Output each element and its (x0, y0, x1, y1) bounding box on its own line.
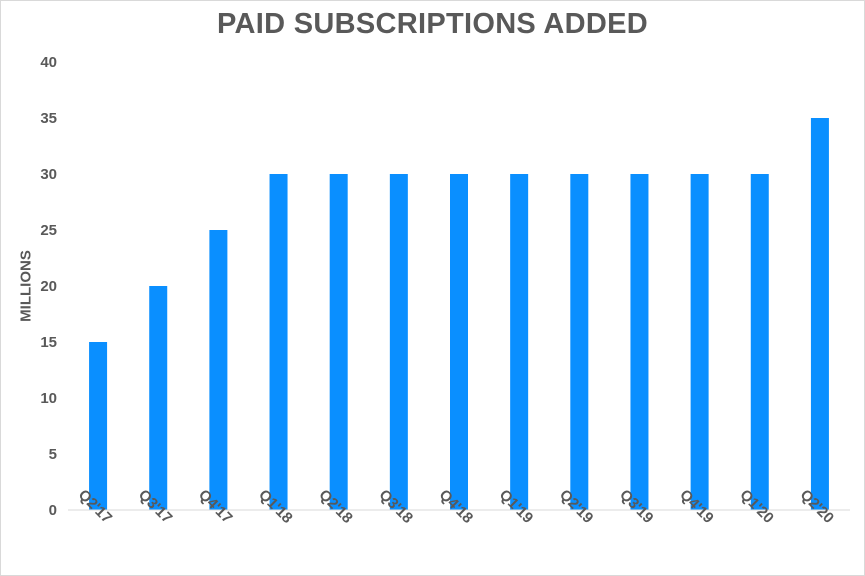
bar (329, 174, 348, 510)
bar (89, 342, 108, 510)
bar (750, 174, 769, 510)
bars-group (89, 118, 829, 510)
bar (570, 174, 589, 510)
bar (450, 174, 468, 510)
y-tick-label: 5 (49, 446, 57, 463)
bar (510, 174, 529, 510)
y-axis-ticks: 0 5 10 15 20 25 30 35 40 (40, 54, 57, 519)
chart-title: PAID SUBSCRIPTIONS ADDED (217, 8, 648, 40)
y-tick-label: 30 (40, 166, 57, 183)
bar (149, 286, 168, 510)
bar (810, 118, 829, 510)
y-tick-label: 40 (40, 54, 57, 71)
bar (389, 174, 408, 510)
bar (690, 174, 709, 510)
bar (209, 230, 228, 510)
y-tick-label: 10 (40, 390, 57, 407)
y-tick-label: 35 (40, 110, 57, 127)
y-tick-label: 15 (40, 334, 57, 351)
bar (630, 174, 649, 510)
y-tick-label: 0 (49, 502, 57, 519)
y-tick-label: 25 (40, 222, 57, 239)
bar (269, 174, 288, 510)
y-tick-label: 20 (40, 278, 57, 295)
